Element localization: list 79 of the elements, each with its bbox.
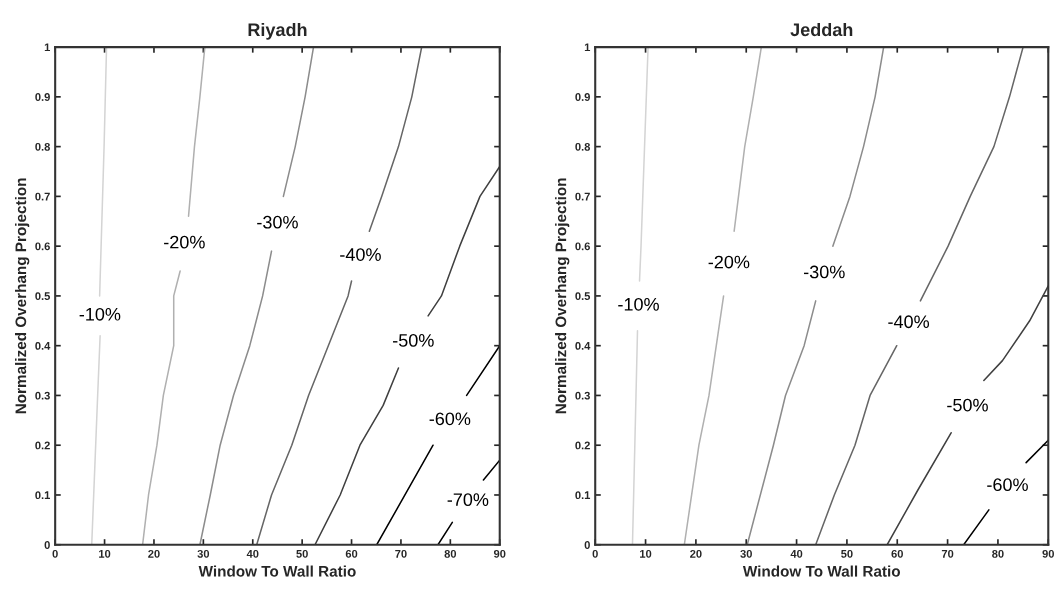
y-tick-label: 0.1 [575,491,591,500]
y-tick-label: 0.4 [575,341,591,350]
line-series [314,367,400,545]
y-tick-label: 0.2 [35,441,50,450]
y-tick-label: 1 [44,43,50,52]
y-tick-label: 0.9 [575,93,590,101]
line-series [282,47,315,198]
y-tick-label: 0.3 [575,391,590,400]
y-tick-label: 1 [584,43,591,52]
x-tick-label: 70 [941,549,954,558]
series-label: -50% [947,398,988,412]
series-label: -10% [618,297,659,311]
x-tick-label: 80 [444,549,457,558]
x-tick-label: 60 [345,549,358,558]
series-label: -70% [447,493,489,507]
line-series [746,300,817,545]
line-series [919,47,1024,302]
line-series [683,295,725,545]
line-series [98,47,108,297]
y-tick-label: 0.5 [35,292,50,301]
series-label: -60% [429,412,471,426]
x-tick-label: 80 [992,549,1004,558]
y-tick-label: 0 [44,541,50,549]
line-series [427,165,500,317]
y-axis-title: Normalized Overhang Projection [15,178,30,414]
series-label: -20% [164,235,205,249]
y-tick-label: 0.7 [575,192,590,201]
x-tick-label: 50 [841,549,853,558]
series-label: -40% [888,315,930,329]
series-label: -20% [708,255,750,269]
series-label: -30% [257,215,298,229]
line-series [141,270,181,545]
x-tick-label: 0 [52,549,58,558]
y-tick-label: 0.6 [575,242,590,251]
x-tick-label: 50 [296,549,308,558]
series-label: -60% [987,478,1028,492]
x-tick-label: 70 [395,549,407,558]
y-axis-title: Normalized Overhang Projection [555,178,570,414]
x-tick-label: 20 [148,549,160,558]
line-series [814,344,898,545]
line-series [255,280,353,545]
x-tick-label: 30 [197,549,210,558]
series-label: -10% [79,307,121,321]
y-tick-label: 0.2 [575,441,590,450]
x-axis-title: Window To Wall Ratio [198,565,356,577]
x-tick-label: 90 [1042,549,1054,558]
y-tick-label: 0.3 [35,391,50,400]
x-tick-label: 0 [592,549,598,558]
y-tick-label: 0.4 [35,341,51,350]
y-tick-label: 0.5 [575,292,591,301]
line-series [733,47,763,232]
x-tick-label: 10 [640,549,652,558]
chart-title: Riyadh [248,22,307,40]
x-tick-label: 10 [99,549,111,558]
x-tick-label: 30 [740,549,752,558]
line-series [90,334,101,545]
y-tick-label: 0.8 [35,142,50,151]
x-tick-label: 20 [690,549,702,558]
y-tick-label: 0.9 [35,93,50,101]
y-tick-label: 0 [584,541,590,549]
line-series [199,250,273,545]
chart-title: Jeddah [790,22,853,37]
line-series [187,47,206,218]
x-axis-title: Window To Wall Ratio [742,565,901,577]
y-tick-label: 0.8 [575,142,591,151]
x-tick-label: 90 [493,549,506,558]
series-label: -50% [393,334,434,347]
line-series [832,47,885,247]
y-tick-label: 0.6 [35,242,50,251]
line-series [983,285,1049,382]
y-tick-label: 0.1 [35,491,50,500]
x-tick-label: 40 [246,549,259,558]
line-series [638,47,649,282]
y-tick-label: 0.7 [35,192,50,201]
series-label: -30% [803,265,845,279]
x-tick-label: 60 [891,549,903,558]
line-series [368,47,423,232]
series-label: -40% [340,248,381,261]
x-tick-label: 40 [790,549,803,558]
